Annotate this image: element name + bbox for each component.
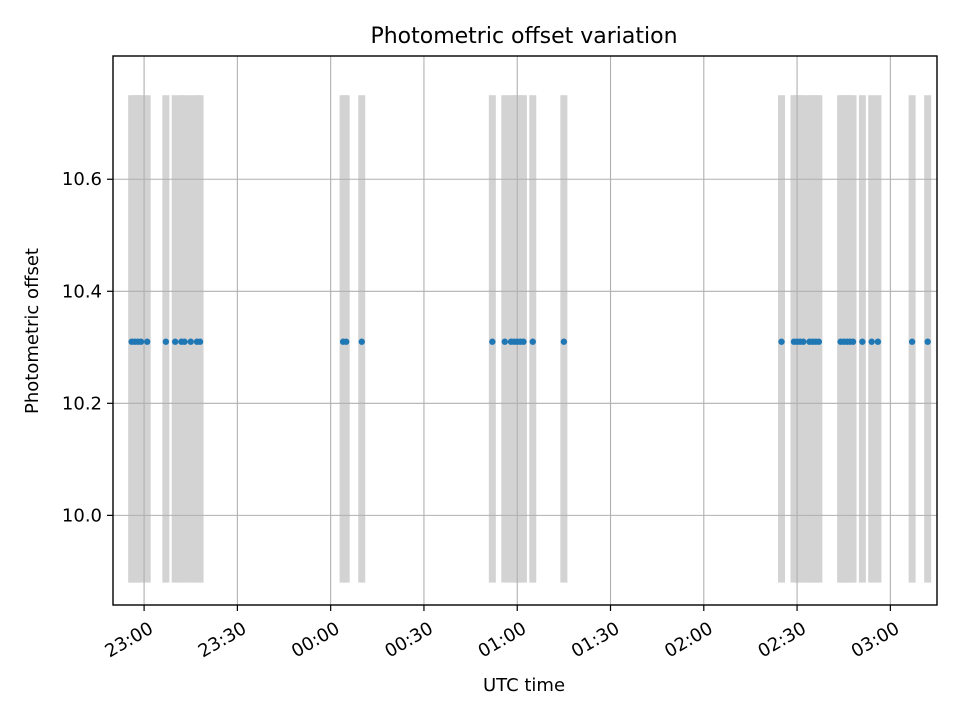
y-tick-label: 10.6 [62, 169, 102, 190]
y-axis-label: Photometric offset [22, 248, 43, 414]
data-point [187, 338, 194, 345]
y-tick-label: 10.4 [62, 281, 102, 302]
x-tick-label: 01:30 [568, 618, 623, 662]
data-point [181, 338, 188, 345]
data-point [868, 338, 875, 345]
plot-frame [112, 55, 938, 606]
data-point [560, 338, 568, 345]
y-tick-label: 10.2 [62, 393, 102, 414]
data-point [924, 338, 931, 345]
data-point [162, 338, 170, 345]
x-tick-label: 00:00 [288, 618, 343, 662]
data-point [859, 338, 866, 345]
x-axis-label: UTC time [483, 675, 565, 696]
x-tick-label: 01:00 [475, 618, 530, 662]
data-point [908, 338, 916, 345]
data-point [520, 338, 527, 345]
x-tick-label: 02:30 [754, 618, 809, 662]
data-point [874, 338, 882, 345]
data-point [778, 338, 785, 345]
data-point [196, 338, 204, 345]
data-point [358, 338, 365, 345]
data-point [529, 338, 536, 345]
data-point [815, 338, 823, 345]
data-point [137, 338, 145, 345]
data-point [849, 338, 857, 345]
x-tick-label: 23:00 [101, 618, 156, 662]
data-point [343, 338, 350, 345]
x-tick-label: 23:30 [195, 618, 250, 662]
data-point [501, 338, 508, 345]
chart-title: Photometric offset variation [370, 24, 677, 49]
data-point [144, 338, 151, 345]
data-point [171, 338, 179, 345]
x-tick-label: 00:30 [381, 618, 436, 662]
data-point [800, 338, 807, 345]
x-tick-label: 02:00 [661, 618, 716, 662]
x-tick-label: 03:00 [848, 618, 903, 662]
plot-area: 23:00 23:30 00:00 00:30 01:00 01:30 02:00 02:30… [62, 55, 938, 662]
y-tick-label: 10.0 [62, 505, 102, 526]
data-point [489, 338, 496, 345]
